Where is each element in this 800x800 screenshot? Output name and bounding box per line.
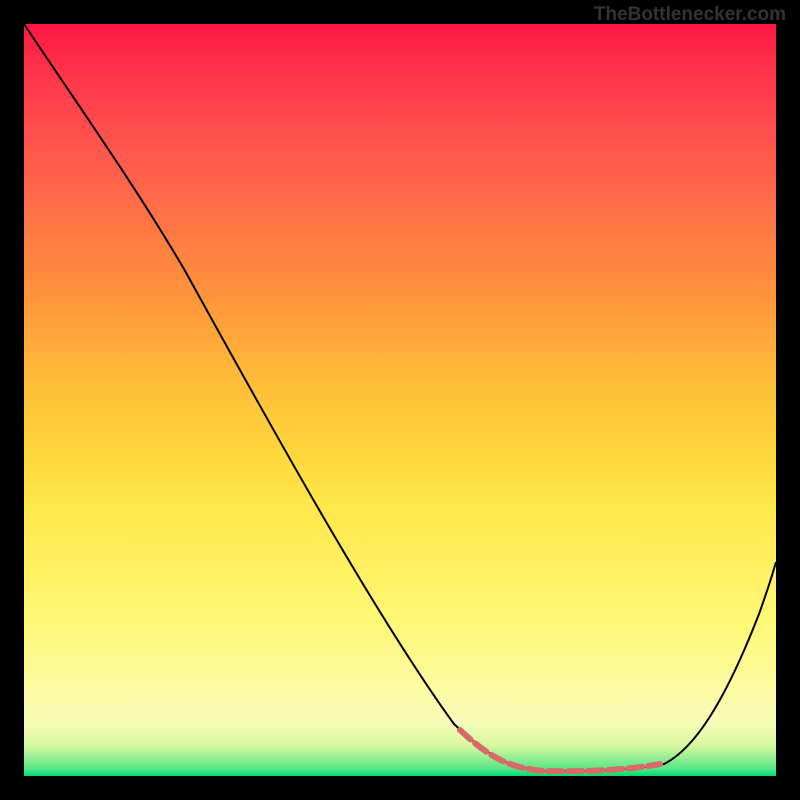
plot-area: [24, 24, 776, 776]
chart-svg: [24, 24, 776, 776]
highlight-segment: [460, 730, 660, 771]
watermark: TheBottlenecker.com: [594, 4, 786, 26]
main-curve: [24, 24, 776, 771]
